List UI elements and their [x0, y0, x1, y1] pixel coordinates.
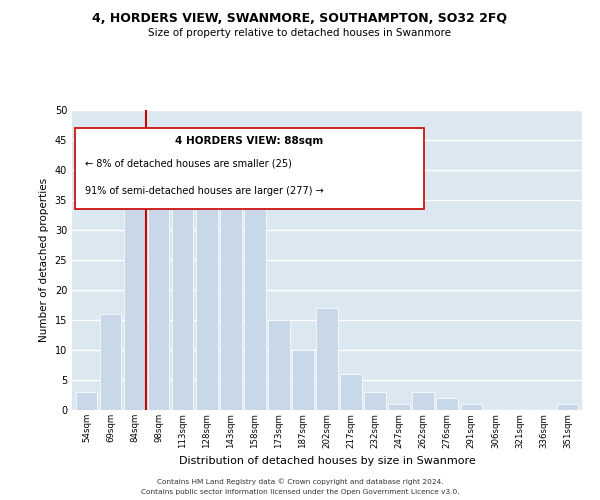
Text: 4, HORDERS VIEW, SWANMORE, SOUTHAMPTON, SO32 2FQ: 4, HORDERS VIEW, SWANMORE, SOUTHAMPTON, …: [92, 12, 508, 26]
Bar: [316, 308, 338, 410]
Bar: [412, 392, 434, 410]
Bar: [196, 164, 218, 410]
Bar: [292, 350, 314, 410]
Bar: [220, 182, 242, 410]
Text: Contains HM Land Registry data © Crown copyright and database right 2024.: Contains HM Land Registry data © Crown c…: [157, 478, 443, 485]
X-axis label: Distribution of detached houses by size in Swanmore: Distribution of detached houses by size …: [179, 456, 475, 466]
Bar: [148, 188, 169, 410]
Bar: [461, 404, 482, 410]
Bar: [100, 314, 121, 410]
Bar: [364, 392, 386, 410]
Bar: [340, 374, 362, 410]
Bar: [244, 176, 266, 410]
Bar: [76, 392, 97, 410]
Text: 91% of semi-detached houses are larger (277) →: 91% of semi-detached houses are larger (…: [85, 186, 323, 196]
Bar: [436, 398, 458, 410]
Text: 4 HORDERS VIEW: 88sqm: 4 HORDERS VIEW: 88sqm: [175, 136, 323, 145]
FancyBboxPatch shape: [74, 128, 424, 209]
Bar: [124, 200, 145, 410]
Bar: [557, 404, 578, 410]
Bar: [388, 404, 410, 410]
Text: Contains public sector information licensed under the Open Government Licence v3: Contains public sector information licen…: [140, 489, 460, 495]
Text: ← 8% of detached houses are smaller (25): ← 8% of detached houses are smaller (25): [85, 158, 292, 168]
Text: Size of property relative to detached houses in Swanmore: Size of property relative to detached ho…: [149, 28, 452, 38]
Bar: [268, 320, 290, 410]
Bar: [172, 176, 193, 410]
Y-axis label: Number of detached properties: Number of detached properties: [39, 178, 49, 342]
